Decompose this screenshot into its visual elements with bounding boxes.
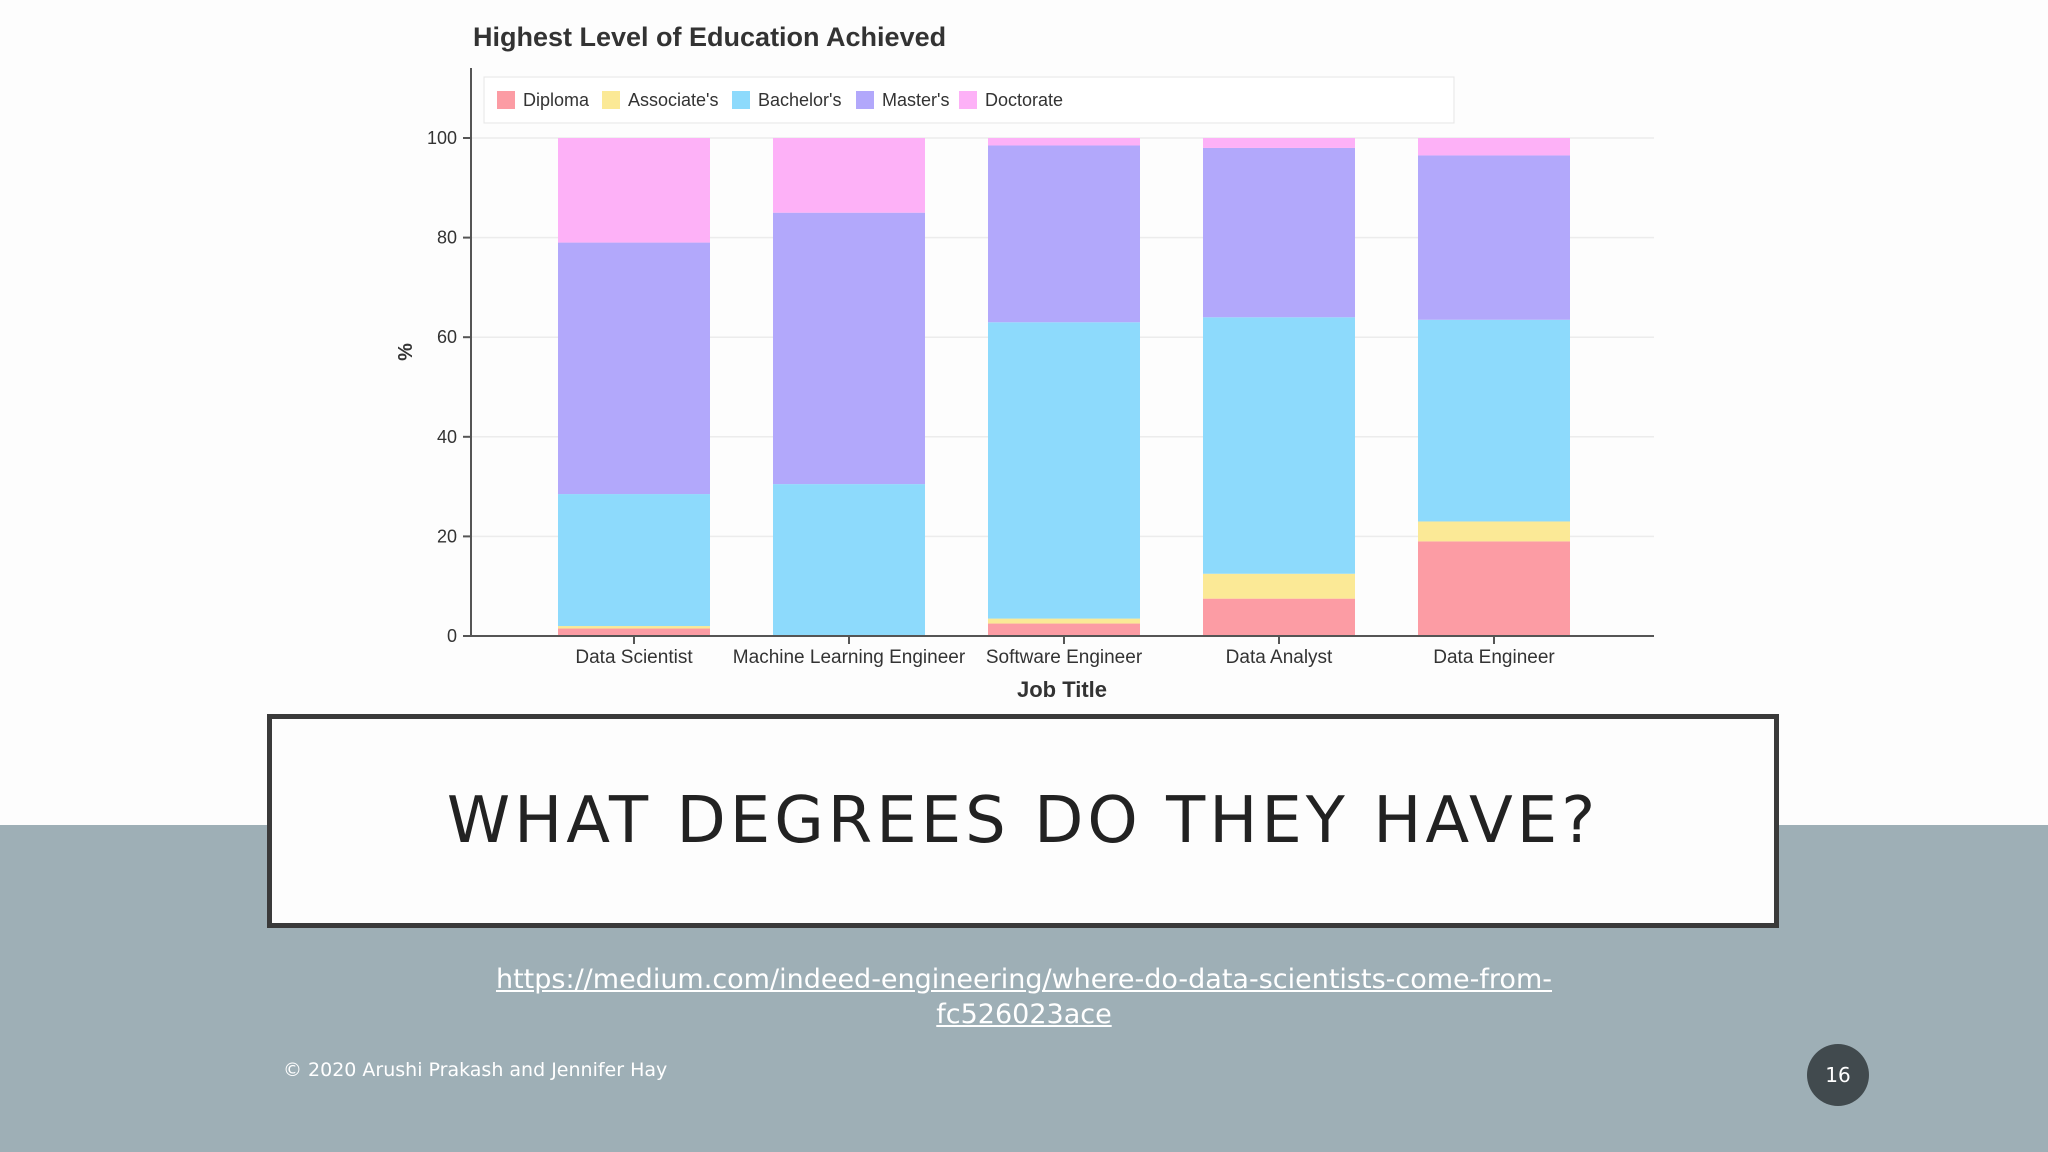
x-tick-label: Software Engineer: [986, 647, 1143, 668]
bars: [558, 138, 1570, 636]
x-tick-label: Machine Learning Engineer: [733, 647, 966, 668]
bar-segment: [773, 212, 925, 485]
legend-swatch: [732, 91, 750, 109]
bar-segment: [988, 145, 1140, 323]
x-axis-label: Job Title: [1017, 677, 1107, 702]
legend-label: Doctorate: [985, 90, 1063, 110]
slide-title: WHAT DEGREES DO THEY HAVE?: [446, 784, 1600, 858]
bar-segment: [988, 322, 1140, 619]
y-tick-label: 60: [437, 327, 457, 347]
copyright-footer: © 2020 Arushi Prakash and Jennifer Hay: [283, 1059, 668, 1081]
y-tick-label: 80: [437, 228, 457, 248]
bar-segment: [558, 628, 710, 636]
x-ticks: Data Scientist Machine Learning Engineer S…: [575, 636, 1555, 668]
legend-swatch: [959, 91, 977, 109]
slide-title-box: WHAT DEGREES DO THEY HAVE?: [267, 714, 1779, 928]
source-link[interactable]: https://medium.com/indeed-engineering/wh…: [495, 964, 1552, 1030]
y-tick-label: 0: [447, 626, 457, 646]
legend-label: Bachelor's: [758, 90, 841, 110]
bar-segment: [1203, 317, 1355, 574]
bar-segment: [558, 242, 710, 495]
y-ticks: 0 20 40 60 80 100: [427, 128, 471, 646]
legend: Diploma Associate's Bachelor's Master's Doct…: [483, 76, 1455, 124]
legend-swatch: [856, 91, 874, 109]
y-axis-label: %: [395, 343, 417, 361]
bar-segment: [558, 626, 710, 629]
bar-segment: [988, 623, 1140, 636]
legend-label: Diploma: [523, 90, 590, 110]
bar-segment: [1418, 155, 1570, 320]
x-tick-label: Data Engineer: [1433, 647, 1555, 668]
x-tick-label: Data Scientist: [575, 647, 693, 668]
legend-swatch: [497, 91, 515, 109]
bar-segment: [1203, 138, 1355, 148]
bar-segment: [1203, 598, 1355, 636]
legend-label: Master's: [882, 90, 949, 110]
bar-segment: [1203, 147, 1355, 318]
legend-label: Associate's: [628, 90, 718, 110]
bar-segment: [773, 484, 925, 636]
x-tick-label: Data Analyst: [1226, 647, 1333, 668]
legend-swatch: [602, 91, 620, 109]
bar-segment: [1418, 138, 1570, 156]
page-number-badge: 16: [1807, 1044, 1869, 1106]
y-tick-label: 100: [427, 128, 457, 148]
bar-segment: [1203, 573, 1355, 599]
bar-segment: [988, 138, 1140, 146]
y-tick-label: 20: [437, 526, 457, 546]
chart-title: Highest Level of Education Achieved: [473, 22, 946, 52]
stacked-bar-chart: Highest Level of Education Achieved 0 20 4…: [395, 22, 1654, 702]
bar-segment: [1418, 541, 1570, 636]
bar-segment: [988, 618, 1140, 624]
y-tick-label: 40: [437, 427, 457, 447]
bar-segment: [1418, 521, 1570, 542]
bar-segment: [773, 138, 925, 213]
bar-segment: [558, 494, 710, 627]
bar-segment: [1418, 319, 1570, 522]
bar-segment: [558, 138, 710, 243]
